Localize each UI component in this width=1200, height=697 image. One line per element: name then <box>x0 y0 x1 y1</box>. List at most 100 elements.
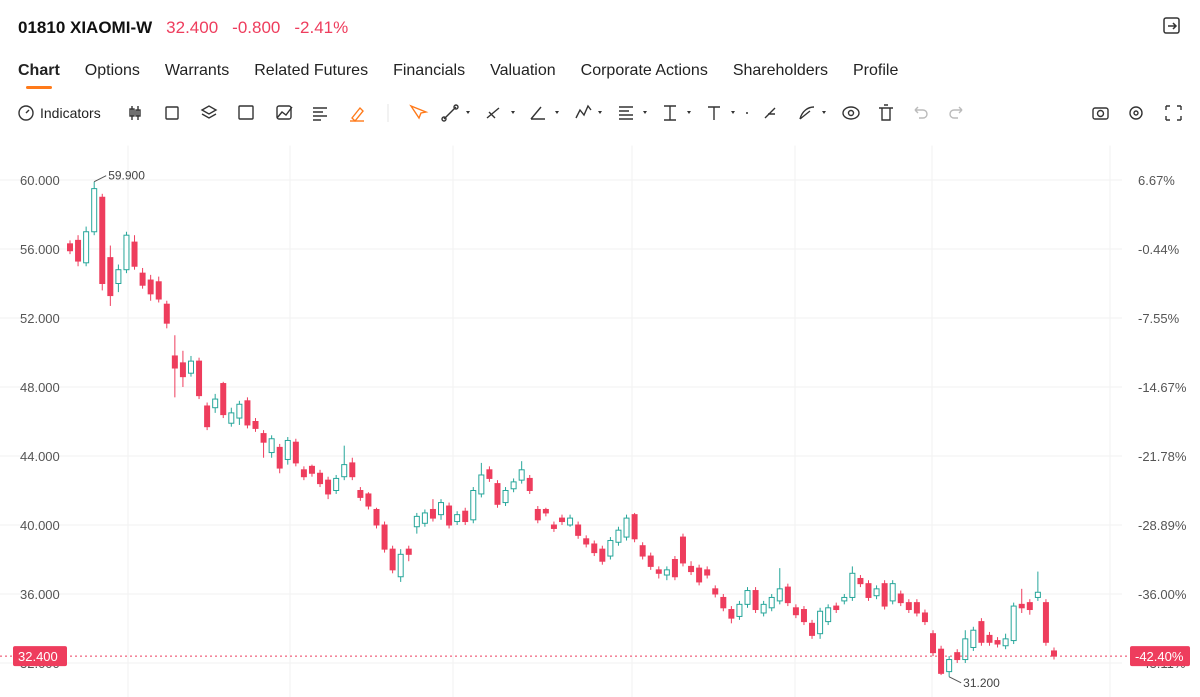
tab[interactable]: Chart <box>18 62 60 89</box>
candle <box>792 604 799 619</box>
candle <box>736 600 743 620</box>
candle-body <box>486 469 493 479</box>
tab[interactable]: Valuation <box>490 62 556 79</box>
candle-body <box>954 652 961 661</box>
candle <box>204 402 211 431</box>
candle-body <box>986 634 993 643</box>
last-change-badge <box>1130 646 1190 667</box>
candle-body <box>236 403 243 419</box>
indicators-button[interactable]: Indicators <box>40 105 101 121</box>
candle <box>502 487 509 507</box>
exit-button[interactable] <box>1162 16 1182 36</box>
tab[interactable]: Profile <box>853 62 899 79</box>
candle-body <box>655 569 662 574</box>
candle <box>83 226 90 267</box>
candle-body <box>470 490 477 521</box>
candle-body <box>752 590 759 611</box>
candle-body <box>760 603 767 614</box>
candle-body <box>921 612 928 623</box>
candle <box>308 464 315 477</box>
candle-body <box>550 524 557 529</box>
candle <box>881 580 888 610</box>
candle-body <box>913 602 920 614</box>
candle-body <box>317 472 324 485</box>
candle <box>236 400 243 425</box>
toolbar-icons <box>18 104 1182 123</box>
candle-body <box>881 583 888 607</box>
candle <box>155 276 162 303</box>
candle-body <box>147 279 154 295</box>
candle-body <box>260 433 267 443</box>
candle <box>526 474 533 494</box>
candle-body <box>930 633 937 654</box>
candle-body <box>1051 650 1057 657</box>
tab[interactable]: Corporate Actions <box>580 62 708 79</box>
candle <box>542 507 549 517</box>
y2-tick-label: -21.78% <box>1138 449 1187 464</box>
candle-body <box>292 441 299 464</box>
candle-body <box>123 234 130 271</box>
y2-tick-label: 6.67% <box>1138 173 1175 188</box>
candle-body <box>502 490 509 504</box>
candle <box>550 521 557 532</box>
candle <box>978 618 985 646</box>
candle-body <box>647 555 654 567</box>
candle <box>341 445 348 481</box>
candle <box>946 656 953 677</box>
change: -0.800 <box>232 18 281 37</box>
candle-body <box>865 583 872 598</box>
candle <box>284 437 291 465</box>
candle <box>276 443 283 474</box>
candle <box>784 583 791 607</box>
candle <box>776 568 783 605</box>
candle <box>825 604 832 626</box>
candle <box>865 580 872 601</box>
candle <box>938 645 945 676</box>
candle-body <box>994 640 1001 645</box>
candle <box>567 514 574 527</box>
candle <box>179 350 186 387</box>
candle-body <box>623 517 630 538</box>
candle-body <box>228 412 235 424</box>
candle-body <box>817 610 824 635</box>
tab[interactable]: Shareholders <box>732 62 828 79</box>
candle-body <box>438 502 445 516</box>
candle-body <box>171 355 178 369</box>
candle <box>317 469 324 488</box>
candle <box>397 549 404 582</box>
y2-tick-label: -0.44% <box>1138 242 1180 257</box>
candle <box>373 507 380 529</box>
candle <box>462 507 469 525</box>
candle-body <box>373 508 380 526</box>
candle-body <box>212 398 219 409</box>
candle-body <box>131 241 138 267</box>
candle-body <box>631 514 638 540</box>
y-tick-label: 32.000 <box>20 656 60 671</box>
candle-body <box>179 362 186 378</box>
candle-body <box>728 609 735 619</box>
tab[interactable]: Financials <box>393 62 466 79</box>
candle <box>381 521 388 553</box>
candle-body <box>615 529 622 543</box>
tabs: Chart Options Warrants Related Futures Finan… <box>18 62 899 89</box>
candle-body <box>389 548 396 571</box>
candle-body <box>75 239 82 262</box>
candle-body <box>679 536 686 564</box>
candle-body <box>825 607 832 623</box>
candle-body <box>99 196 106 284</box>
candle <box>413 512 420 534</box>
tab[interactable]: Related Futures <box>254 62 369 79</box>
candle <box>486 466 493 482</box>
candle-body <box>978 621 985 643</box>
tab[interactable]: Options <box>84 62 140 79</box>
candle-body <box>1026 602 1033 611</box>
candle <box>357 487 364 501</box>
candle-body <box>776 588 783 602</box>
candle <box>220 381 227 419</box>
candle <box>615 526 622 546</box>
candle-body <box>542 508 549 514</box>
candle-body <box>599 548 606 562</box>
candle-body <box>970 629 977 648</box>
tab[interactable]: Warrants <box>164 62 230 79</box>
candle-body <box>381 524 388 550</box>
